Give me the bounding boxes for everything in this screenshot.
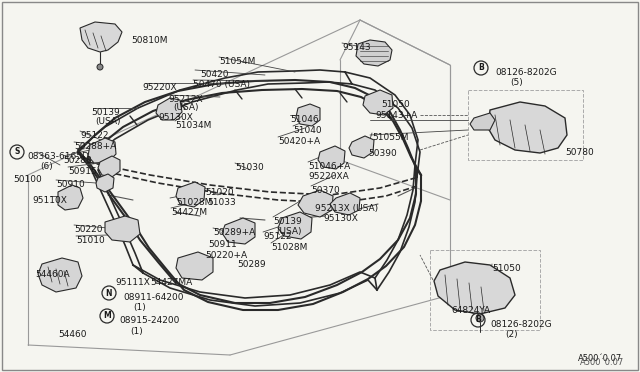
Text: (1): (1) [130,327,143,336]
Text: 50288+A: 50288+A [74,142,116,151]
Text: 95220XA: 95220XA [308,172,349,181]
Text: 50220+A: 50220+A [205,251,247,260]
Text: 54427M: 54427M [171,208,207,217]
Text: 50288: 50288 [63,156,92,165]
Text: 50100: 50100 [13,175,42,184]
Polygon shape [278,212,312,239]
Circle shape [97,64,103,70]
Text: 51030: 51030 [235,163,264,172]
Text: 50910: 50910 [56,180,84,189]
Text: A500´0.07: A500´0.07 [578,354,622,363]
Polygon shape [470,113,495,130]
Text: 51046: 51046 [290,115,319,124]
Text: 95111X: 95111X [115,278,150,287]
Text: 95213X (USA): 95213X (USA) [315,204,378,213]
Text: 54460A: 54460A [35,270,70,279]
Text: 51050: 51050 [492,264,521,273]
Text: 08363-6165D: 08363-6165D [27,152,89,161]
Polygon shape [356,40,392,66]
Polygon shape [58,185,83,210]
Text: S: S [14,148,20,157]
Text: 50915: 50915 [68,167,97,176]
Polygon shape [105,216,140,242]
Text: B: B [478,64,484,73]
Text: M: M [103,311,111,321]
Text: 51055M: 51055M [372,133,408,142]
Text: 50390: 50390 [368,149,397,158]
Text: 08126-8202G: 08126-8202G [490,320,552,329]
Polygon shape [38,258,82,292]
Text: 50810M: 50810M [131,36,168,45]
Text: 51050: 51050 [381,100,410,109]
Text: 95122: 95122 [80,131,109,140]
Polygon shape [176,182,205,207]
Text: 95143+A: 95143+A [375,111,417,120]
Polygon shape [330,193,360,215]
Text: 50220: 50220 [74,225,102,234]
Text: (5): (5) [510,78,523,87]
Text: 95122: 95122 [263,232,291,241]
Text: A500´0.07: A500´0.07 [580,358,624,367]
Text: 51034M: 51034M [175,121,211,130]
Polygon shape [96,174,114,192]
Text: 50420: 50420 [200,70,228,79]
Text: B: B [475,315,481,324]
Text: 50370: 50370 [311,186,340,195]
Text: 95212X: 95212X [168,95,203,104]
Text: 95130X: 95130X [158,113,193,122]
Text: 51010: 51010 [76,236,105,245]
Text: (6): (6) [40,162,52,171]
Text: 54427MA: 54427MA [150,278,192,287]
Text: 51046+A: 51046+A [308,162,350,171]
Text: 95143: 95143 [342,43,371,52]
Text: 51033: 51033 [207,198,236,207]
Text: 50470 (USA): 50470 (USA) [193,80,250,89]
Text: 50289: 50289 [237,260,266,269]
Text: 50911: 50911 [208,240,237,249]
Polygon shape [363,90,393,115]
Text: 50139: 50139 [91,108,120,117]
Text: 51040: 51040 [293,126,322,135]
Polygon shape [296,104,320,126]
Bar [430,250,540,330]
Text: (2): (2) [505,330,518,339]
Text: (USA): (USA) [95,117,120,126]
Text: 08911-64200: 08911-64200 [123,293,184,302]
Text: 08126-8202G: 08126-8202G [495,68,557,77]
Polygon shape [488,102,567,153]
Text: 50139: 50139 [273,217,301,226]
Text: (USA): (USA) [173,103,198,112]
Text: (USA): (USA) [276,227,301,236]
Polygon shape [98,156,120,177]
Text: 51028M: 51028M [176,198,212,207]
Text: 51054M: 51054M [219,57,255,66]
Text: N: N [106,289,112,298]
Text: 50420+A: 50420+A [278,137,320,146]
Text: 50780: 50780 [565,148,594,157]
Text: 95130X: 95130X [323,214,358,223]
Polygon shape [222,218,255,244]
Text: 95110X: 95110X [32,196,67,205]
Text: 54460: 54460 [58,330,86,339]
Polygon shape [156,98,182,120]
Text: 95220X: 95220X [142,83,177,92]
Bar [468,90,583,160]
Text: 64824YA: 64824YA [451,306,490,315]
Text: 50289+A: 50289+A [213,228,255,237]
Text: 51020: 51020 [205,188,234,197]
Circle shape [476,314,484,322]
Polygon shape [298,190,333,217]
Polygon shape [349,136,374,158]
Polygon shape [88,138,116,163]
Polygon shape [434,262,515,314]
Text: (1): (1) [133,303,146,312]
Polygon shape [80,22,122,52]
Polygon shape [318,146,345,169]
Text: 51028M: 51028M [271,243,307,252]
Text: 08915-24200: 08915-24200 [119,316,179,325]
Polygon shape [176,252,213,280]
